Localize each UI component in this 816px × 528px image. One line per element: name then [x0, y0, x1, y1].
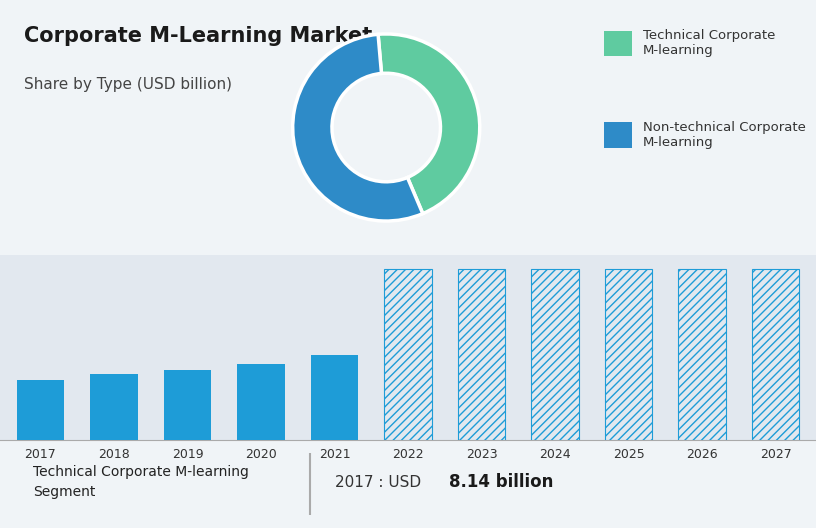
Text: Corporate M-Learning Market: Corporate M-Learning Market — [24, 25, 373, 45]
Bar — [604, 122, 632, 148]
Text: Technical Corporate M-learning
Segment: Technical Corporate M-learning Segment — [33, 466, 249, 499]
Wedge shape — [378, 34, 480, 214]
Wedge shape — [293, 34, 423, 221]
Bar — [605, 269, 653, 440]
Bar — [311, 355, 358, 440]
Bar — [531, 269, 579, 440]
Bar — [678, 269, 726, 440]
Bar — [237, 364, 285, 440]
Bar — [90, 374, 138, 440]
Text: Non-technical Corporate
M-learning: Non-technical Corporate M-learning — [643, 121, 806, 149]
Bar — [458, 269, 505, 440]
Bar — [604, 31, 632, 56]
Text: Technical Corporate
M-learning: Technical Corporate M-learning — [643, 30, 775, 58]
Bar — [16, 380, 64, 440]
Bar — [384, 269, 432, 440]
Bar — [752, 269, 800, 440]
Bar — [163, 370, 211, 440]
Text: Share by Type (USD billion): Share by Type (USD billion) — [24, 77, 233, 91]
Text: 2017 : USD: 2017 : USD — [335, 475, 426, 490]
Text: 8.14 billion: 8.14 billion — [449, 473, 553, 491]
